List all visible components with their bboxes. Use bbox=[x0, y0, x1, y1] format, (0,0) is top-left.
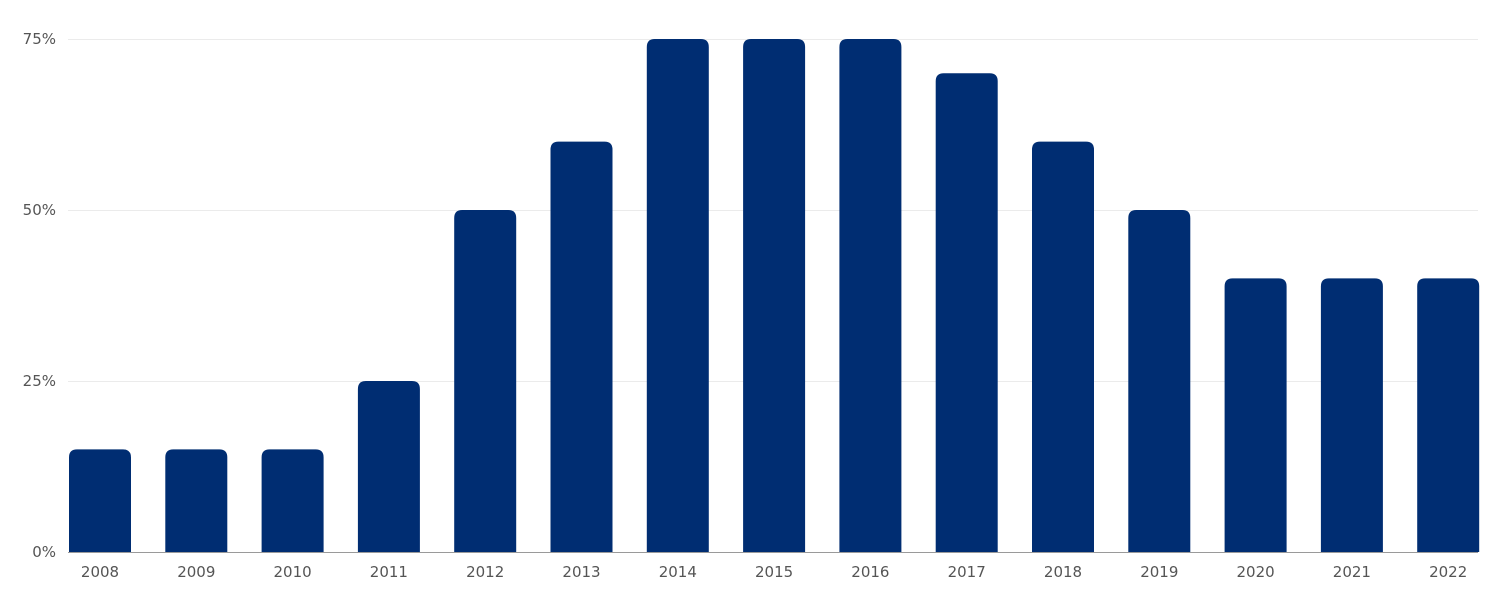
x-tick-label: 2013 bbox=[562, 563, 600, 581]
bar-2022[interactable] bbox=[1417, 278, 1480, 552]
bar-2013[interactable] bbox=[550, 141, 613, 552]
x-tick-label: 2022 bbox=[1429, 563, 1467, 581]
bar-2012[interactable] bbox=[454, 210, 517, 552]
bar-2019[interactable] bbox=[1128, 210, 1191, 552]
y-tick-label: 75% bbox=[23, 30, 56, 48]
y-tick-label: 50% bbox=[23, 201, 56, 219]
x-tick-label: 2019 bbox=[1140, 563, 1178, 581]
bars bbox=[69, 39, 1480, 552]
y-tick-label: 0% bbox=[32, 543, 56, 561]
x-tick-label: 2012 bbox=[466, 563, 504, 581]
x-tick-label: 2010 bbox=[274, 563, 312, 581]
x-tick-label: 2020 bbox=[1237, 563, 1275, 581]
bar-2011[interactable] bbox=[357, 381, 420, 552]
bar-2010[interactable] bbox=[261, 449, 324, 552]
bar-2017[interactable] bbox=[935, 73, 998, 552]
x-tick-label: 2014 bbox=[659, 563, 697, 581]
x-axis-tick-labels: 2008 2009 2010 2011 2012 2013 2014 2015 2016 2017… bbox=[81, 563, 1467, 581]
bar-2014[interactable] bbox=[646, 39, 709, 552]
x-tick-label: 2017 bbox=[948, 563, 986, 581]
y-axis-tick-labels: 0% 25% 50% 75% bbox=[23, 30, 56, 561]
bar-2016[interactable] bbox=[839, 39, 902, 552]
x-tick-label: 2015 bbox=[755, 563, 793, 581]
y-tick-label: 25% bbox=[23, 372, 56, 390]
x-tick-label: 2021 bbox=[1333, 563, 1371, 581]
bar-2020[interactable] bbox=[1224, 278, 1287, 552]
x-tick-label: 2011 bbox=[370, 563, 408, 581]
x-tick-label: 2018 bbox=[1044, 563, 1082, 581]
bar-2008[interactable] bbox=[69, 449, 131, 552]
bar-2009[interactable] bbox=[165, 449, 228, 552]
x-tick-label: 2009 bbox=[177, 563, 215, 581]
x-tick-label: 2008 bbox=[81, 563, 119, 581]
x-tick-label: 2016 bbox=[851, 563, 889, 581]
bar-2018[interactable] bbox=[1032, 141, 1094, 552]
bar-2015[interactable] bbox=[743, 39, 806, 552]
bar-2021[interactable] bbox=[1320, 278, 1383, 552]
